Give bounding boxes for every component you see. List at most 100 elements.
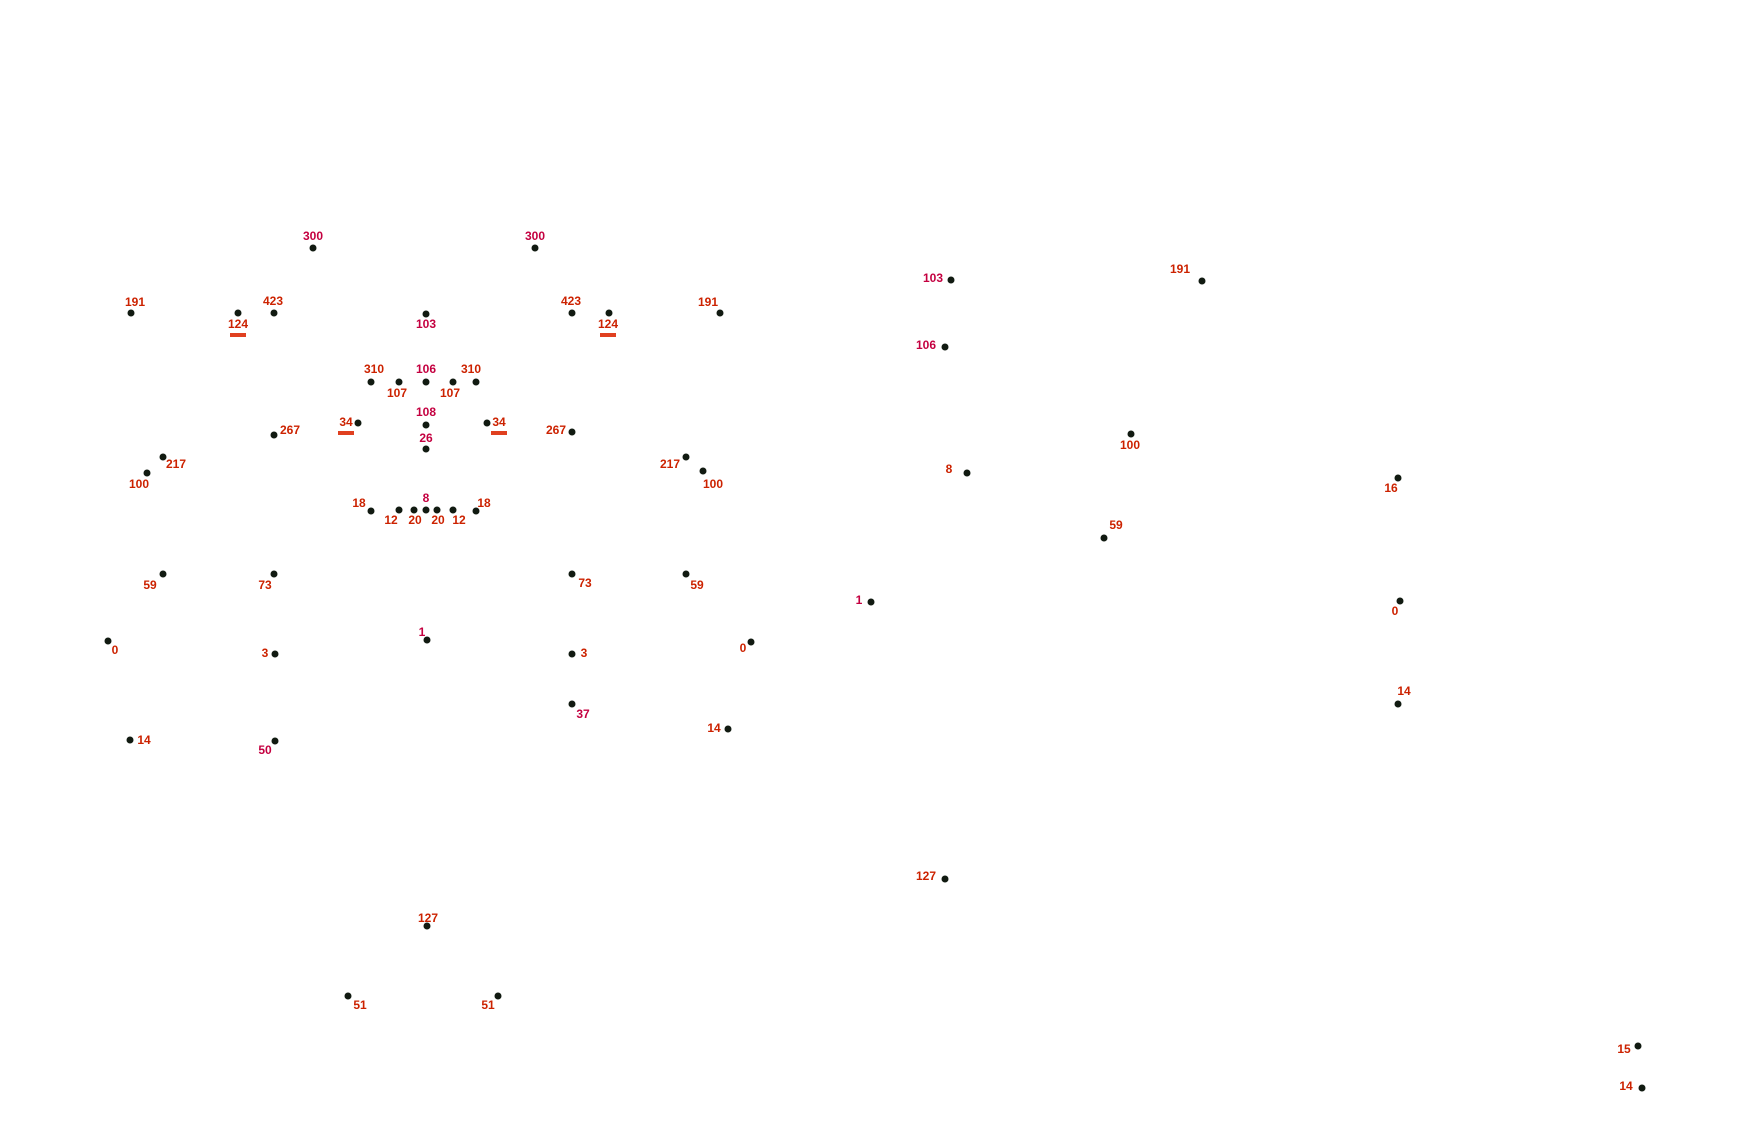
landmark-label: 34 <box>339 415 353 429</box>
landmark-label: 423 <box>263 294 283 308</box>
landmark-label: 3 <box>262 646 269 660</box>
side-landmark-point: 14 <box>1394 684 1411 708</box>
front-landmark-point: 100 <box>699 467 723 491</box>
front-landmark-point: 1 <box>419 625 431 644</box>
side-landmark-point: 14 <box>1619 1079 1646 1093</box>
front-landmark-point: 310 <box>461 362 481 386</box>
landmark-label: 14 <box>707 721 721 735</box>
landmark-dot <box>1396 597 1404 605</box>
front-landmark-point: 124 <box>228 309 248 337</box>
underline-mark <box>491 431 507 435</box>
side-landmark-point: 16 <box>1384 474 1402 495</box>
side-landmark-point: 127 <box>916 869 949 883</box>
front-landmark-point: 59 <box>143 570 167 592</box>
landmark-dot <box>410 506 418 514</box>
landmark-label: 124 <box>228 317 248 331</box>
landmark-label: 51 <box>353 998 367 1012</box>
landmark-dot <box>271 650 279 658</box>
side-landmark-point: 8 <box>946 462 971 477</box>
front-landmark-point: 50 <box>258 737 279 757</box>
front-landmark-point: 191 <box>125 295 145 317</box>
front-landmark-point: 267 <box>270 423 300 439</box>
landmark-dot <box>568 570 576 578</box>
landmark-label: 191 <box>698 295 718 309</box>
landmark-dot <box>367 507 375 515</box>
front-landmark-point: 51 <box>481 992 502 1012</box>
front-landmark-point: 300 <box>303 229 323 252</box>
landmark-dot <box>494 992 502 1000</box>
front-landmark-point: 14 <box>126 733 151 747</box>
landmark-dot <box>422 421 430 429</box>
landmark-dot <box>568 700 576 708</box>
front-landmark-point: 14 <box>707 721 732 735</box>
side-landmark-point: 59 <box>1100 518 1123 542</box>
landmark-label: 127 <box>916 869 936 883</box>
landmark-label: 100 <box>129 477 149 491</box>
front-landmark-point: 300 <box>525 229 545 252</box>
front-landmark-point: 12 <box>384 506 403 527</box>
front-landmark-point: 20 <box>408 506 422 527</box>
front-landmark-point: 107 <box>387 378 407 400</box>
landmark-dot <box>143 469 151 477</box>
landmark-label: 18 <box>352 496 366 510</box>
landmark-label: 0 <box>1392 604 1399 618</box>
landmark-label: 18 <box>477 496 491 510</box>
landmark-dot <box>867 598 875 606</box>
landmark-label: 1 <box>419 625 426 639</box>
landmark-label: 73 <box>258 578 272 592</box>
landmark-dot <box>472 378 480 386</box>
landmark-label: 59 <box>1109 518 1123 532</box>
landmark-label: 73 <box>578 576 592 590</box>
landmark-dot <box>395 378 403 386</box>
landmark-label: 217 <box>660 457 680 471</box>
landmark-dot <box>127 309 135 317</box>
front-landmark-point: 3 <box>262 646 279 660</box>
landmark-dot <box>422 378 430 386</box>
landmark-dot <box>104 637 112 645</box>
landmark-dot <box>1394 474 1402 482</box>
front-landmark-point: 12 <box>449 506 466 527</box>
front-landmark-point: 8 <box>422 491 430 514</box>
landmark-dot <box>724 725 732 733</box>
landmark-label: 26 <box>419 431 433 445</box>
landmark-label: 8 <box>946 462 953 476</box>
landmark-label: 20 <box>408 513 422 527</box>
landmark-label: 300 <box>525 229 545 243</box>
landmark-dot <box>449 378 457 386</box>
landmark-label: 267 <box>280 423 300 437</box>
landmark-label: 191 <box>1170 262 1190 276</box>
front-landmark-point: 37 <box>568 700 590 721</box>
landmark-label: 15 <box>1617 1042 1631 1056</box>
landmark-label: 59 <box>143 578 157 592</box>
landmark-dot <box>1394 700 1402 708</box>
underline-mark <box>230 333 246 337</box>
landmark-label: 37 <box>576 707 590 721</box>
landmark-dot <box>423 636 431 644</box>
landmark-dot <box>472 507 480 515</box>
side-landmark-point: 106 <box>916 338 949 352</box>
front-landmark-point: 26 <box>419 431 433 453</box>
landmark-label: 107 <box>440 386 460 400</box>
underline-mark <box>600 333 616 337</box>
landmark-dot <box>234 309 242 317</box>
landmark-label: 14 <box>1619 1079 1633 1093</box>
landmark-label: 106 <box>916 338 936 352</box>
landmark-dot <box>270 431 278 439</box>
front-landmark-point: 100 <box>129 469 151 491</box>
landmark-label: 127 <box>418 911 438 925</box>
landmark-dot <box>159 453 167 461</box>
landmark-dot <box>605 309 613 317</box>
landmark-label: 59 <box>690 578 704 592</box>
front-landmark-point: 20 <box>431 506 445 527</box>
front-landmark-point: 34 <box>483 415 507 435</box>
landmark-dot <box>270 309 278 317</box>
landmark-label: 3 <box>581 646 588 660</box>
landmark-label: 106 <box>416 362 436 376</box>
underline-mark <box>338 431 354 435</box>
front-landmark-point: 51 <box>344 992 367 1012</box>
landmark-label: 267 <box>546 423 566 437</box>
landmark-dot <box>344 992 352 1000</box>
landmark-dot <box>568 309 576 317</box>
front-landmark-point: 217 <box>660 453 690 471</box>
